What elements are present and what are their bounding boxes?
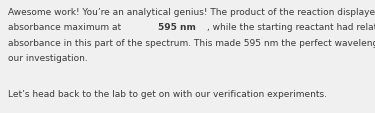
Text: , while the starting reactant had relatively little: , while the starting reactant had relati… <box>207 23 375 32</box>
Text: Let’s head back to the lab to get on with our verification experiments.: Let’s head back to the lab to get on wit… <box>8 89 327 98</box>
Text: absorbance maximum at: absorbance maximum at <box>8 23 124 32</box>
Text: Awesome work! You’re an analytical genius! The product of the reaction displayed: Awesome work! You’re an analytical geniu… <box>8 8 375 17</box>
Text: our investigation.: our investigation. <box>8 54 88 63</box>
Text: absorbance in this part of the spectrum. This made 595 nm the perfect wavelength: absorbance in this part of the spectrum.… <box>8 38 375 47</box>
Text: 595 nm: 595 nm <box>158 23 196 32</box>
